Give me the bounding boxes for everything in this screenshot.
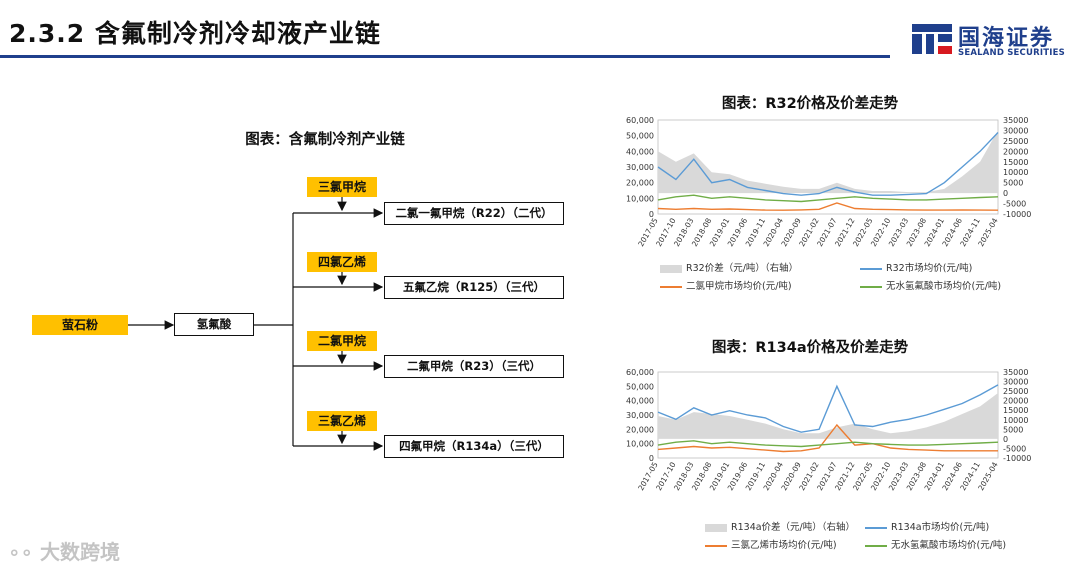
series-line-1 bbox=[657, 132, 999, 196]
ytick-left-label: 10,000 bbox=[626, 440, 654, 449]
ytick-right-label: 35000 bbox=[1003, 368, 1028, 377]
ytick-right-label: -5000 bbox=[1003, 444, 1026, 453]
ytick-right-label: 20000 bbox=[1003, 397, 1028, 406]
ytick-left-label: 60,000 bbox=[626, 368, 654, 377]
ytick-right-label: 25000 bbox=[1003, 137, 1028, 146]
legend-label: R134a市场均价(元/吨) bbox=[891, 522, 990, 533]
ytick-right-label: 10000 bbox=[1003, 168, 1028, 177]
ytick-left-label: 0 bbox=[649, 454, 654, 463]
chart2-legend-item-1: R134a价差（元/吨）（右轴） bbox=[705, 519, 855, 533]
plot-frame bbox=[657, 119, 999, 215]
chart1-legend-item-1: R32价差（元/吨）（右轴） bbox=[660, 260, 798, 274]
chart2-title: 图表：R134a价格及价差走势 bbox=[711, 340, 909, 356]
legend-label: 二氯甲烷市场均价(元/吨) bbox=[686, 281, 792, 292]
series-line-2 bbox=[657, 202, 999, 211]
input-box-4: 三氯乙烯 bbox=[307, 411, 377, 431]
logo-cn-text: 国海证券 bbox=[958, 26, 1055, 51]
legend-swatch-line bbox=[860, 285, 882, 288]
series-area-0 bbox=[658, 393, 998, 439]
ytick-left-label: 0 bbox=[649, 210, 654, 219]
product-box-2: 五氟乙烷（R125）（三代） bbox=[384, 276, 564, 299]
ytick-left-label: 20,000 bbox=[626, 425, 654, 434]
series-area-0 bbox=[658, 130, 998, 194]
legend-swatch-line bbox=[660, 285, 682, 288]
input-box-2: 四氯乙烯 bbox=[307, 252, 377, 272]
chart1-legend-item-4: 无水氢氟酸市场均价(元/吨) bbox=[860, 278, 1001, 292]
legend-swatch-line bbox=[865, 544, 887, 547]
ytick-right-label: 15000 bbox=[1003, 158, 1028, 167]
diagram-connectors bbox=[128, 197, 384, 451]
ytick-right-label: 0 bbox=[1003, 189, 1008, 198]
ytick-right-label: 30000 bbox=[1003, 378, 1028, 387]
middle-box: 氢氟酸 bbox=[174, 313, 254, 336]
watermark-icon: ∘∘ bbox=[8, 540, 34, 564]
legend-swatch-line bbox=[860, 267, 882, 270]
chart1-title: 图表：R32价格及价差走势 bbox=[721, 96, 899, 112]
ytick-left-label: 50,000 bbox=[626, 132, 654, 141]
legend-label: R32市场均价(元/吨) bbox=[886, 263, 973, 274]
legend-label: R32价差（元/吨）（右轴） bbox=[686, 263, 799, 274]
source-box: 萤石粉 bbox=[32, 315, 128, 335]
ytick-right-label: 30000 bbox=[1003, 126, 1028, 135]
product-box-3: 二氟甲烷（R23）（三代） bbox=[384, 355, 564, 378]
product-box-4: 四氟甲烷（R134a）（三代） bbox=[384, 435, 564, 458]
chart1-legend-item-2: R32市场均价(元/吨) bbox=[860, 260, 972, 274]
legend-label: R134a价差（元/吨）（右轴） bbox=[731, 522, 856, 533]
chart1-legend: R32价差（元/吨）（右轴） R32市场均价(元/吨) 二氯甲烷市场均价(元/吨… bbox=[660, 260, 1060, 296]
ytick-left-label: 30,000 bbox=[626, 411, 654, 420]
legend-label: 无水氢氟酸市场均价(元/吨) bbox=[886, 281, 1002, 292]
watermark: ∘∘ 大数跨境 bbox=[8, 536, 120, 565]
series-line-3 bbox=[657, 194, 999, 203]
chart2-legend-item-2: R134a市场均价(元/吨) bbox=[865, 519, 989, 533]
ytick-right-label: -10000 bbox=[1003, 454, 1031, 463]
ytick-left-label: 40,000 bbox=[626, 397, 654, 406]
input-box-1: 三氯甲烷 bbox=[307, 177, 377, 197]
watermark-text: 大数跨境 bbox=[40, 540, 121, 564]
ytick-left-label: 40,000 bbox=[626, 147, 654, 156]
chart2-legend: R134a价差（元/吨）（右轴） R134a市场均价(元/吨) 三氯乙烯市场均价… bbox=[705, 519, 1075, 555]
chart1-legend-item-3: 二氯甲烷市场均价(元/吨) bbox=[660, 278, 792, 292]
ytick-right-label: 25000 bbox=[1003, 387, 1028, 396]
series-line-3 bbox=[657, 440, 999, 448]
chart1-plot: 0 10,000 20,000 30,000 40,000 50,000 60,000 -10… bbox=[626, 116, 1031, 248]
legend-swatch-area bbox=[705, 523, 727, 532]
legend-swatch-area bbox=[660, 264, 682, 273]
ytick-right-label: 5000 bbox=[1003, 425, 1023, 434]
ytick-left-label: 20,000 bbox=[626, 179, 654, 188]
ytick-left-label: 60,000 bbox=[626, 116, 654, 125]
logo-en-text: SEALAND SECURITIES bbox=[958, 48, 1065, 58]
chart2-legend-item-3: 三氯乙烯市场均价(元/吨) bbox=[705, 537, 837, 551]
header-divider bbox=[0, 55, 890, 58]
ytick-right-label: 20000 bbox=[1003, 147, 1028, 156]
sealand-logo-icon bbox=[912, 22, 954, 60]
ytick-left-label: 30,000 bbox=[626, 163, 654, 172]
series-line-1 bbox=[657, 384, 999, 433]
chart2-legend-item-4: 无水氢氟酸市场均价(元/吨) bbox=[865, 537, 1006, 551]
ytick-right-label: -5000 bbox=[1003, 200, 1026, 209]
legend-label: 三氯乙烯市场均价(元/吨) bbox=[731, 540, 837, 551]
product-box-1: 二氯一氟甲烷（R22）（二代） bbox=[384, 202, 564, 225]
legend-swatch-line bbox=[705, 544, 727, 547]
ytick-right-label: 35000 bbox=[1003, 116, 1028, 125]
page-title: 2.3.2 含氟制冷剂冷却液产业链 bbox=[9, 19, 381, 48]
ytick-right-label: 5000 bbox=[1003, 179, 1023, 188]
legend-label: 无水氢氟酸市场均价(元/吨) bbox=[891, 540, 1007, 551]
series-line-2 bbox=[657, 423, 998, 453]
input-box-3: 二氯甲烷 bbox=[307, 331, 377, 351]
diagram-title: 图表：含氟制冷剂产业链 bbox=[245, 132, 405, 148]
chart2-plot: 0 10,000 20,000 30,000 40,000 50,000 60,000 -10… bbox=[626, 368, 1031, 492]
legend-swatch-line bbox=[865, 526, 887, 529]
ytick-left-label: 50,000 bbox=[626, 382, 654, 391]
ytick-right-label: -10000 bbox=[1003, 210, 1031, 219]
ytick-right-label: 10000 bbox=[1003, 416, 1028, 425]
ytick-right-label: 15000 bbox=[1003, 406, 1028, 415]
ytick-right-label: 0 bbox=[1003, 435, 1008, 444]
ytick-left-label: 10,000 bbox=[626, 194, 654, 203]
